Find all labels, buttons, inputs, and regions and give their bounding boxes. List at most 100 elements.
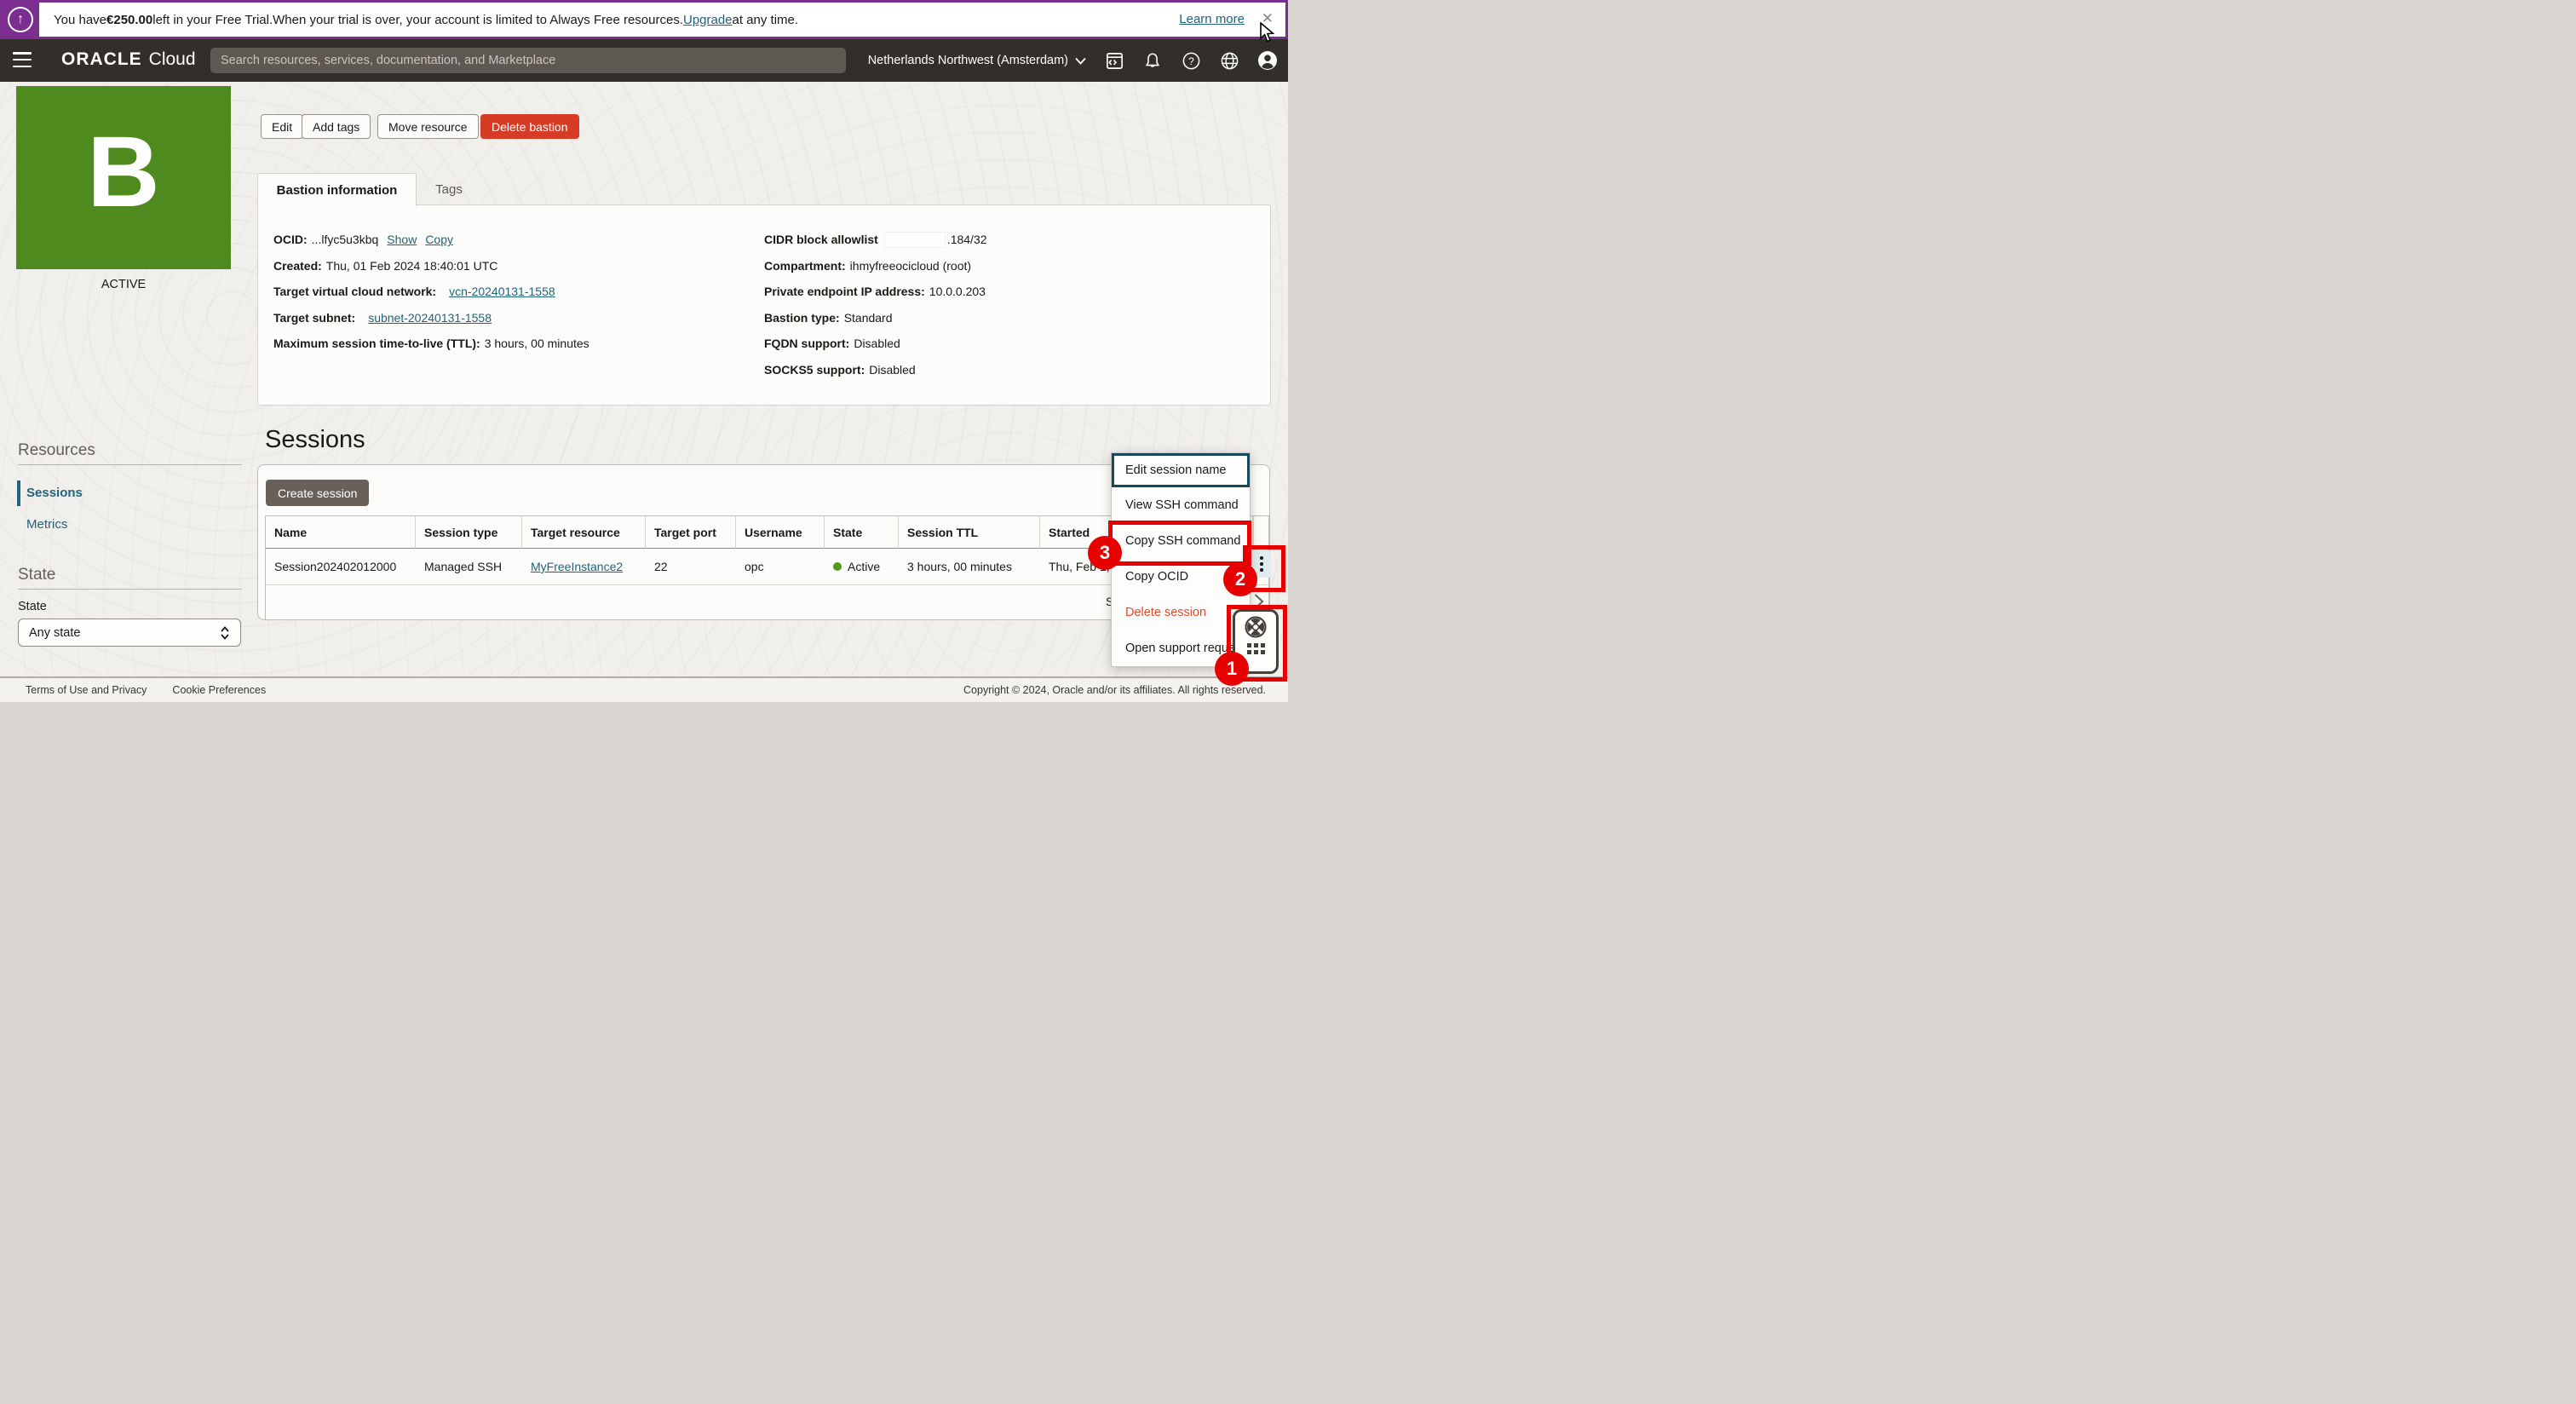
learn-more-link[interactable]: Learn more (1179, 12, 1245, 26)
bastion-information-panel (257, 204, 1271, 406)
oracle-cloud-console: ↑ You have €250.00 left in your Free Tri… (0, 0, 1288, 702)
annotation-step-3: 3 (1088, 536, 1122, 570)
help-icon[interactable]: ? (1181, 50, 1201, 71)
cell-state: Active (825, 549, 899, 585)
trial-text-middle: left in your Free Trial.When your trial … (152, 12, 683, 27)
detail-private-endpoint-ip: Private endpoint IP address: 10.0.0.203 (764, 285, 986, 299)
tab-bastion-information[interactable]: Bastion information (257, 173, 417, 206)
column-header-name: Name (266, 516, 416, 549)
trial-text-suffix: at any time. (732, 12, 799, 27)
status-badge: ACTIVE (101, 278, 147, 291)
column-header-target-port: Target port (646, 516, 736, 549)
svg-text:?: ? (1188, 55, 1194, 66)
notifications-bell-icon[interactable] (1142, 50, 1163, 71)
row-actions-kebab-icon[interactable] (1252, 550, 1271, 578)
menu-item-edit-session-name[interactable]: Edit session name (1112, 453, 1250, 487)
add-tags-button[interactable]: Add tags (302, 114, 371, 139)
bastion-avatar-letter: B (87, 115, 160, 228)
column-header-username: Username (736, 516, 825, 549)
column-header-session-type: Session type (416, 516, 522, 549)
search-input[interactable] (210, 48, 846, 73)
chevron-down-icon (1075, 57, 1086, 65)
edit-button[interactable]: Edit (261, 114, 304, 139)
page-footer: Terms of Use and Privacy Cookie Preferen… (0, 676, 1288, 702)
move-resource-button[interactable]: Move resource (377, 114, 479, 139)
trial-text-prefix: You have (54, 12, 107, 27)
state-filter-select[interactable]: Any state (18, 619, 241, 647)
detail-ocid: OCID: ...lfyc5u3kbq Show Copy (273, 233, 453, 247)
detail-target-vcn: Target virtual cloud network: vcn-202401… (273, 285, 555, 299)
annotation-step-1: 1 (1215, 652, 1249, 686)
tab-tags[interactable]: Tags (435, 181, 463, 197)
active-item-bar (17, 480, 20, 506)
vcn-link[interactable]: vcn-20240131-1558 (449, 285, 555, 299)
detail-socks5-support: SOCKS5 support: Disabled (764, 362, 916, 377)
cell-session-name: Session202402012000 (266, 549, 416, 585)
terms-link[interactable]: Terms of Use and Privacy (26, 684, 147, 696)
sessions-heading: Sessions (265, 426, 365, 453)
upgrade-arrow-icon: ↑ (8, 7, 33, 32)
detail-created: Created: Thu, 01 Feb 2024 18:40:01 UTC (273, 258, 498, 273)
select-chevrons-icon (221, 625, 229, 640)
logo-cloud-text: Cloud (148, 49, 196, 69)
copyright-text: Copyright © 2024, Oracle and/or its affi… (963, 684, 1266, 696)
column-header-target-resource: Target resource (522, 516, 646, 549)
cloud-shell-icon[interactable] (1104, 50, 1124, 71)
subnet-link[interactable]: subnet-20240131-1558 (368, 310, 492, 325)
cell-username: opc (736, 549, 825, 585)
column-header-state: State (825, 516, 899, 549)
detail-bastion-type: Bastion type: Standard (764, 310, 893, 325)
delete-bastion-button[interactable]: Delete bastion (480, 114, 579, 139)
profile-avatar-icon[interactable] (1257, 50, 1278, 71)
detail-compartment: Compartment: ihmyfreeocicloud (root) (764, 258, 972, 273)
divider (18, 464, 242, 465)
target-resource-link[interactable]: MyFreeInstance2 (531, 560, 624, 573)
sessions-table: Name Session type Target resource Target… (265, 515, 1269, 620)
resources-heading: Resources (18, 441, 95, 459)
hamburger-menu-icon[interactable] (13, 52, 32, 67)
cell-target-port: 22 (646, 549, 736, 585)
trial-amount: €250.00 (106, 12, 153, 27)
close-icon[interactable]: ✕ (1261, 10, 1274, 26)
topbar-right-controls: Netherlands Northwest (Amsterdam) ? (868, 39, 1278, 82)
state-filter-value: Any state (29, 625, 81, 640)
column-header-actions (1253, 516, 1268, 549)
oracle-cloud-logo[interactable]: ORACLE Cloud (61, 49, 196, 70)
active-status-dot (833, 562, 842, 571)
show-link[interactable]: Show (387, 233, 417, 247)
region-label: Netherlands Northwest (Amsterdam) (867, 54, 1068, 67)
language-globe-icon[interactable] (1219, 50, 1239, 71)
details-left-column: OCID: ...lfyc5u3kbq Show Copy Created: T… (273, 227, 589, 357)
upgrade-link[interactable]: Upgrade (682, 12, 733, 27)
detail-max-ttl: Maximum session time-to-live (TTL): 3 ho… (273, 337, 589, 351)
create-session-button[interactable]: Create session (266, 480, 370, 506)
trial-banner: ↑ You have €250.00 left in your Free Tri… (0, 0, 1288, 39)
cookie-preferences-link[interactable]: Cookie Preferences (172, 684, 267, 696)
cell-session-type: Managed SSH (416, 549, 522, 585)
region-selector[interactable]: Netherlands Northwest (Amsterdam) (868, 54, 1086, 67)
menu-item-view-ssh-command[interactable]: View SSH command (1112, 487, 1250, 523)
column-header-session-ttl: Session TTL (899, 516, 1040, 549)
sidebar-item-sessions[interactable]: Sessions (26, 486, 83, 500)
widget-dots-grid-icon (1246, 643, 1265, 654)
menu-item-delete-session[interactable]: Delete session (1112, 595, 1250, 630)
cell-session-ttl: 3 hours, 00 minutes (899, 549, 1040, 585)
state-heading: State (18, 566, 56, 584)
redacted-ip (883, 231, 946, 248)
menu-item-copy-ssh-command[interactable]: Copy SSH command (1112, 523, 1250, 559)
life-preserver-icon (1245, 616, 1267, 638)
details-right-column: CIDR block allowlist .184/32 Compartment… (764, 227, 987, 383)
detail-target-subnet: Target subnet: subnet-20240131-1558 (273, 310, 492, 325)
annotation-step-2: 2 (1223, 562, 1257, 596)
detail-cidr-allowlist: CIDR block allowlist .184/32 (764, 231, 987, 248)
logo-oracle-text: ORACLE (61, 49, 142, 69)
state-filter-label: State (18, 600, 47, 613)
copy-link[interactable]: Copy (425, 233, 453, 247)
sidebar-item-metrics[interactable]: Metrics (26, 517, 68, 532)
top-navigation-bar: ORACLE Cloud Netherlands Northwest (Amst… (0, 39, 1288, 82)
bastion-avatar: B (16, 86, 231, 269)
trial-banner-message: You have €250.00 left in your Free Trial… (54, 3, 798, 37)
detail-fqdn-support: FQDN support: Disabled (764, 337, 900, 351)
divider (18, 589, 242, 590)
session-context-menu: Edit session name View SSH command Copy … (1111, 452, 1251, 667)
